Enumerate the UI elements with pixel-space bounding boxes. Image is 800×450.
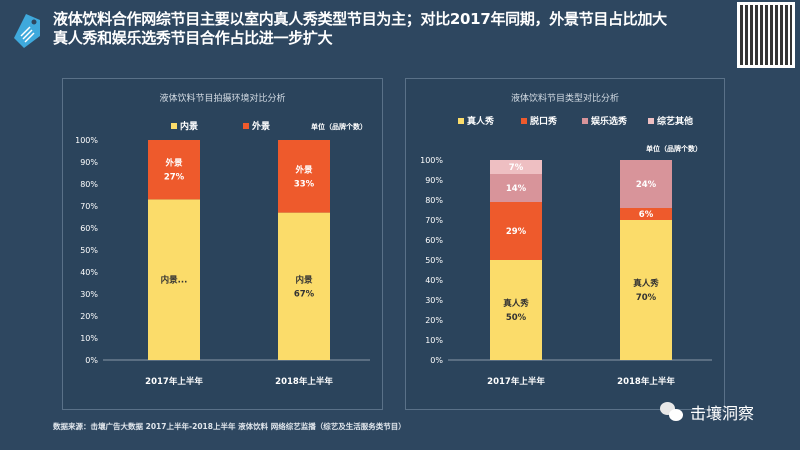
data-label: 真人秀	[633, 278, 659, 289]
y-tick-label: 40%	[425, 276, 443, 285]
data-label: 70%	[636, 293, 657, 303]
legend-item: 外景	[243, 119, 270, 132]
data-label: 外景	[164, 158, 183, 169]
y-tick-label: 30%	[80, 290, 98, 299]
data-label: 33%	[294, 179, 315, 189]
y-tick-label: 50%	[425, 256, 443, 265]
tag-icon	[14, 14, 40, 48]
y-tick-label: 100%	[420, 156, 443, 165]
bar-segment-真人秀	[620, 220, 672, 360]
x-tick-label: 2018年上半年	[275, 376, 333, 387]
data-label: 真人秀	[503, 298, 529, 309]
x-tick-label: 2018年上半年	[617, 376, 675, 387]
y-tick-label: 90%	[425, 176, 443, 185]
y-tick-label: 100%	[75, 136, 98, 145]
unit-label: 单位（品牌个数）	[646, 145, 702, 153]
data-label: 50%	[506, 313, 527, 323]
data-label: 27%	[164, 173, 185, 183]
data-label: 6%	[639, 210, 654, 220]
bar-segment-综艺其他	[490, 160, 542, 174]
chart-title: 液体饮料节目类型对比分析	[510, 94, 619, 104]
x-tick-label: 2017年上半年	[487, 376, 545, 387]
y-tick-label: 70%	[80, 202, 98, 211]
data-label: 14%	[506, 184, 527, 194]
data-label: 7%	[509, 163, 524, 173]
data-label: 内景...	[161, 275, 188, 286]
qr-code	[737, 2, 795, 68]
bar-segment-外景	[278, 140, 330, 213]
x-tick-label: 2017年上半年	[145, 376, 203, 387]
y-tick-label: 80%	[80, 180, 98, 189]
y-tick-label: 10%	[80, 334, 98, 343]
page-title: 液体饮料合作网综节目主要以室内真人秀类型节目为主；对比2017年同期，外景节目占…	[53, 10, 667, 47]
wechat-icon	[660, 402, 684, 422]
y-tick-label: 90%	[80, 158, 98, 167]
data-label: 29%	[506, 227, 527, 237]
y-tick-label: 60%	[425, 236, 443, 245]
legend-item: 内景	[171, 119, 198, 132]
unit-label: 单位（品牌个数）	[311, 123, 367, 131]
chart-title: 液体饮料节目拍摄环境对比分析	[159, 94, 286, 104]
legend-item: 真人秀	[458, 114, 494, 127]
data-label: 24%	[636, 180, 657, 190]
bar-segment-脱口秀	[620, 208, 672, 220]
bar-segment-脱口秀	[490, 202, 542, 260]
bar-segment-娱乐选秀	[620, 160, 672, 208]
data-label: 外景	[294, 164, 313, 175]
data-label: 67%	[294, 289, 315, 299]
y-tick-label: 50%	[80, 246, 98, 255]
y-tick-label: 0%	[430, 356, 443, 365]
data-label: 内景	[295, 274, 313, 285]
brand: 击壤洞察	[660, 400, 754, 424]
brand-name: 击壤洞察	[690, 404, 755, 423]
y-tick-label: 20%	[80, 312, 98, 321]
y-tick-label: 10%	[425, 336, 443, 345]
y-tick-label: 20%	[425, 316, 443, 325]
y-tick-label: 60%	[80, 224, 98, 233]
legend-item: 脱口秀	[521, 114, 557, 127]
legend-item: 综艺其他	[648, 114, 693, 127]
bar-segment-内景	[148, 199, 200, 360]
data-source: 数据来源：击壤广告大数据 2017上半年-2018上半年 液体饮料 网络综艺监播…	[53, 422, 406, 431]
y-tick-label: 0%	[85, 356, 98, 365]
bar-segment-娱乐选秀	[490, 174, 542, 202]
y-tick-label: 80%	[425, 196, 443, 205]
bar-segment-真人秀	[490, 260, 542, 360]
y-tick-label: 70%	[425, 216, 443, 225]
bar-segment-内景	[278, 212, 330, 360]
bar-segment-外景	[148, 140, 200, 200]
y-tick-label: 40%	[80, 268, 98, 277]
y-tick-label: 30%	[425, 296, 443, 305]
legend-item: 娱乐选秀	[582, 114, 627, 127]
